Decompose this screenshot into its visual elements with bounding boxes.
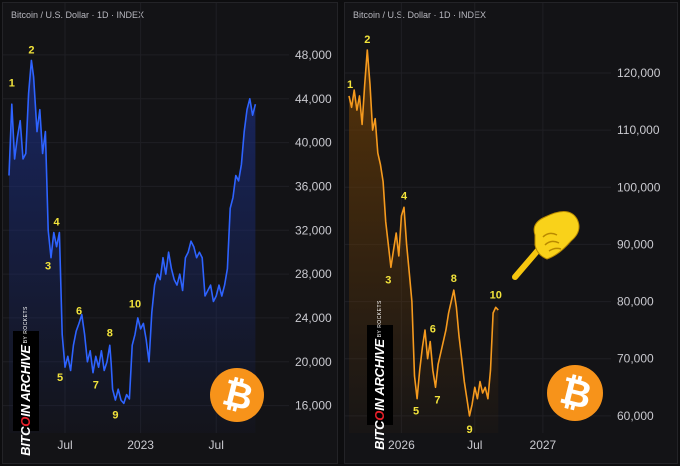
wave-label: 4 (54, 216, 61, 228)
wave-label: 2 (364, 34, 370, 46)
wave-label: 1 (347, 79, 353, 91)
wave-label: 3 (385, 274, 391, 286)
wave-label: 5 (413, 406, 419, 418)
btc-chart-panel-left: Bitcoin / U.S. Dollar · 1D · INDEX 16,00… (2, 2, 338, 464)
bitcoin-archive-watermark: BITCOIN ARCHIVEBY ROCKETS (367, 300, 393, 450)
y-tick-label: 28,000 (295, 267, 332, 281)
y-tick-label: 100,000 (617, 180, 661, 194)
wave-label: 6 (76, 305, 82, 317)
btc-chart-panel-right: Bitcoin / U.S. Dollar · 1D · INDEX 60,00… (344, 2, 678, 464)
y-tick-label: 110,000 (617, 123, 660, 137)
y-tick-label: 60,000 (617, 409, 654, 423)
x-tick-label: 2023 (127, 438, 154, 452)
x-tick-label: Jul (57, 438, 72, 452)
wave-label: 5 (57, 372, 63, 384)
wave-label: 2 (28, 44, 34, 56)
wave-label: 7 (434, 394, 440, 406)
y-tick-label: 32,000 (295, 223, 332, 237)
y-tick-label: 20,000 (295, 355, 332, 369)
pointing-hand-icon (512, 211, 580, 280)
y-tick-label: 90,000 (617, 237, 654, 251)
y-tick-label: 44,000 (295, 92, 332, 106)
wave-label: 9 (112, 409, 118, 421)
btc-price-chart-left: 16,000 20,000 24,000 28,000 32,000 36,000 40,0… (3, 3, 332, 452)
bitcoin-icon: ₿ (547, 365, 603, 421)
wave-label: 6 (430, 324, 436, 336)
bitcoin-icon: ₿ (210, 368, 264, 422)
x-tick-label: 2027 (530, 438, 557, 452)
btc-price-chart-right: 60,00070,00080,00090,000100,000110,00012… (345, 3, 661, 452)
chart-title: Bitcoin / U.S. Dollar · 1D · INDEX (353, 10, 487, 20)
y-tick-label: 80,000 (617, 295, 654, 309)
wave-label: 8 (107, 327, 113, 339)
price-area-fill (9, 60, 256, 434)
y-tick-label: 120,000 (617, 66, 661, 80)
wave-label: 7 (93, 380, 99, 392)
price-series-line (348, 49, 499, 417)
wave-label: 4 (401, 190, 408, 202)
wave-label: 1 (9, 77, 15, 89)
wave-label: 10 (490, 289, 502, 301)
wave-label: 3 (45, 261, 51, 273)
price-series-line (8, 59, 257, 405)
x-tick-label: Jul (209, 438, 224, 452)
x-tick-label: Jul (467, 438, 482, 452)
y-tick-label: 40,000 (295, 136, 332, 150)
y-tick-label: 70,000 (617, 352, 654, 366)
y-tick-label: 24,000 (295, 311, 332, 325)
y-tick-label: 16,000 (295, 399, 332, 413)
bitcoin-archive-watermark: BITCOIN ARCHIVEBY ROCKETS (13, 306, 39, 456)
x-tick-label: 2026 (388, 438, 415, 452)
wave-label: 9 (466, 424, 472, 436)
wave-label: 8 (451, 273, 457, 285)
chart-title: Bitcoin / U.S. Dollar · 1D · INDEX (11, 10, 145, 20)
y-tick-label: 48,000 (295, 48, 332, 62)
wave-label: 10 (129, 298, 141, 310)
y-tick-label: 36,000 (295, 179, 332, 193)
